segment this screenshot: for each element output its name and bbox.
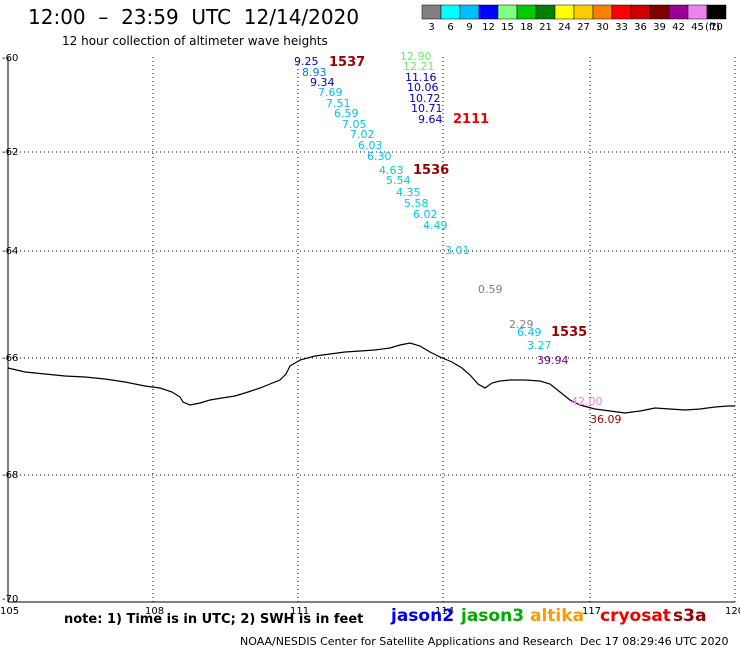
wave-label: 6.59 — [334, 107, 359, 120]
wave-label: 5.58 — [404, 197, 429, 210]
wave-label: 12.21 — [403, 60, 435, 73]
pass-id-label: 1535 — [551, 325, 587, 340]
scale-tick-label: 42 — [672, 22, 685, 33]
scale-tick-label: 3 — [428, 22, 434, 33]
wave-label: 2.29 — [509, 318, 534, 331]
wave-label: 7.51 — [326, 97, 351, 110]
satellite-legend-jason2: jason2 — [391, 606, 455, 626]
wave-label: 10.71 — [411, 102, 443, 115]
scale-tick-label: 36 — [634, 22, 647, 33]
wave-label: 9.25 — [294, 55, 319, 68]
satellite-legend-altika: altika — [530, 606, 585, 626]
scale-tick-label: 45 — [691, 22, 704, 33]
scale-tick-label: 15 — [501, 22, 514, 33]
scale-swatch — [497, 4, 518, 20]
wave-label: 8.93 — [302, 66, 327, 79]
scale-swatch — [516, 4, 537, 20]
lon-label-120: 120 — [725, 606, 740, 617]
wave-label: 6.03 — [358, 139, 383, 152]
page-title: 12:00 – 23:59 UTC 12/14/2020 — [28, 5, 360, 29]
scale-swatch — [611, 4, 632, 20]
wave-label: 6.30 — [367, 150, 392, 163]
wave-label: 4.63 — [379, 164, 404, 177]
scale-swatch — [478, 4, 499, 20]
satellite-legend-jason3: jason3 — [461, 606, 525, 626]
credit-line: NOAA/NESDIS Center for Satellite Applica… — [240, 635, 574, 648]
scale-swatch — [554, 4, 575, 20]
wave-label: 10.72 — [409, 92, 441, 105]
scale-swatch — [535, 4, 556, 20]
wave-label: 42.00 — [571, 395, 603, 408]
wave-label: 6.49 — [517, 326, 542, 339]
antarctic-coastline — [7, 342, 735, 414]
lat-label-64: -64 — [2, 246, 18, 257]
lon-label-111: 111 — [290, 606, 309, 617]
scale-unit-label: (ft) — [705, 22, 720, 33]
wave-label: 7.02 — [350, 128, 375, 141]
wave-label: 5.54 — [386, 174, 411, 187]
wave-label: 3.27 — [527, 339, 552, 352]
wave-label: 0.59 — [478, 283, 503, 296]
wave-label: 10.06 — [407, 81, 439, 94]
scale-tick-label: 21 — [539, 22, 552, 33]
scale-tick-label: 18 — [520, 22, 533, 33]
page-subtitle: 12 hour collection of altimeter wave hei… — [62, 34, 328, 48]
pass-id-label: 1536 — [413, 163, 449, 178]
scale-tick-label: 33 — [615, 22, 628, 33]
lon-label-108: 108 — [145, 606, 164, 617]
scale-tick-label: 12 — [482, 22, 495, 33]
scale-swatch — [459, 4, 480, 20]
wave-height-scale: 3 6 9 12 15 18 21 24 27 30 33 36 39 42 45 70(ft) — [421, 4, 727, 33]
lat-label-66: -66 — [2, 353, 18, 364]
wave-label: 9.34 — [310, 76, 335, 89]
scale-tick-label: 9 — [466, 22, 472, 33]
wave-label: 7.05 — [342, 118, 367, 131]
wave-label: 11.16 — [405, 71, 437, 84]
wave-label: 7.69 — [318, 86, 343, 99]
wave-label: 3.01 — [445, 244, 470, 257]
wave-label: 12.90 — [400, 50, 432, 63]
scale-tick-label: 27 — [577, 22, 590, 33]
lat-label-70: -70 — [2, 594, 18, 605]
scale-swatch — [592, 4, 613, 20]
scale-swatch — [706, 4, 727, 20]
scale-swatch — [668, 4, 689, 20]
lat-label-60: -60 — [2, 53, 18, 64]
scale-swatch — [630, 4, 651, 20]
wave-label: 4.49 — [423, 219, 448, 232]
scale-tick-label: 39 — [653, 22, 666, 33]
wave-label: 36.09 — [590, 413, 622, 426]
wave-label: 6.02 — [413, 208, 438, 221]
scale-tick-label: 24 — [558, 22, 571, 33]
pass-id-label: 1537 — [329, 55, 365, 70]
wave-label: 4.35 — [396, 186, 421, 199]
scale-tick-label: 6 — [447, 22, 453, 33]
scale-tick-label: 70 — [710, 22, 723, 33]
scale-swatch — [649, 4, 670, 20]
scale-swatch — [421, 4, 442, 20]
generated-timestamp: Dec 17 08:29:46 UTC 2020 — [580, 635, 729, 648]
scale-swatch — [687, 4, 708, 20]
lon-label-114: 114 — [435, 606, 454, 617]
lon-label-117: 117 — [582, 606, 601, 617]
satellite-legend-s3a: s3a — [673, 606, 707, 626]
satellite-legend-cryosat: cryosat — [600, 606, 671, 626]
graticule — [8, 57, 736, 602]
scale-swatch — [573, 4, 594, 20]
pass-id-label: 2111 — [453, 112, 489, 127]
scale-swatch — [440, 4, 461, 20]
units-note: note: 1) Time is in UTC; 2) SWH is in fe… — [64, 612, 364, 627]
lon-label-105: 105 — [0, 606, 19, 617]
wave-label: 39.94 — [537, 354, 569, 367]
lat-label-62: -62 — [2, 147, 18, 158]
scale-tick-label: 30 — [596, 22, 609, 33]
lat-label-68: -68 — [2, 470, 18, 481]
wave-label: 9.64 — [418, 113, 443, 126]
